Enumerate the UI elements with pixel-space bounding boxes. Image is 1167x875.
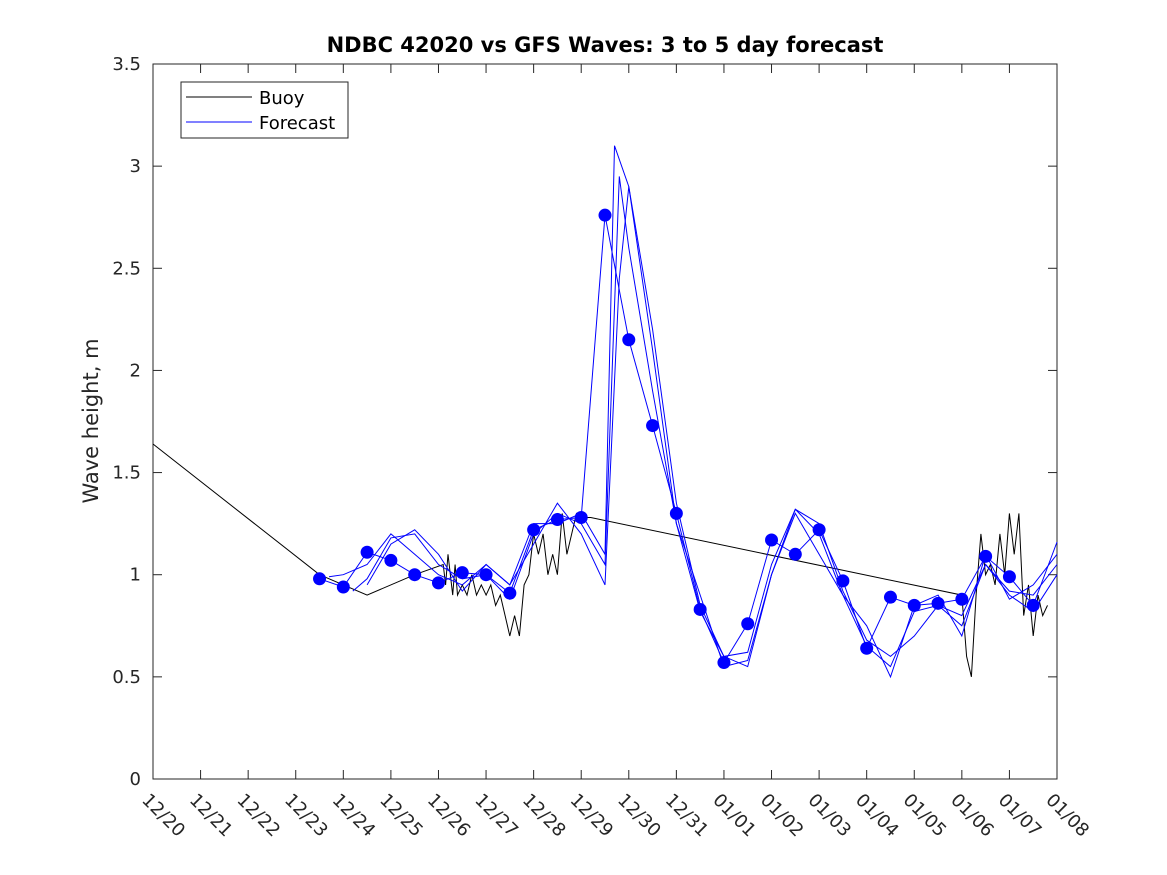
- forecast-point: [313, 572, 327, 586]
- y-tick-label: 1.5: [112, 463, 141, 484]
- forecast-point: [979, 549, 993, 563]
- y-axis-label: Wave height, m: [79, 338, 103, 503]
- chart-title: NDBC 42020 vs GFS Waves: 3 to 5 day fore…: [327, 33, 884, 57]
- forecast-point: [765, 533, 779, 547]
- markers-layer: [313, 208, 1040, 670]
- forecast-point: [693, 602, 707, 616]
- forecast-point: [550, 513, 564, 527]
- forecast-point: [717, 656, 731, 670]
- y-tick-label: 0.5: [112, 667, 141, 688]
- forecast-point: [741, 617, 755, 631]
- forecast-point: [431, 576, 445, 590]
- y-tick-label: 0: [130, 769, 141, 790]
- plot-area: [152, 63, 1058, 780]
- legend: Buoy Forecast: [180, 81, 349, 139]
- forecast-point: [669, 506, 683, 520]
- series-line-buoy: [152, 443, 1048, 678]
- forecast-point: [574, 511, 588, 525]
- series-line-forecast-2: [328, 145, 1058, 668]
- series-line-forecast-3: [352, 176, 1058, 679]
- legend-box: [180, 81, 349, 139]
- forecast-point: [598, 208, 612, 222]
- y-tick-label: 2.5: [112, 258, 141, 279]
- y-tick-label: 3.5: [112, 54, 141, 75]
- forecast-point: [788, 547, 802, 561]
- y-tick-label: 1: [130, 565, 141, 586]
- forecast-point: [527, 523, 541, 537]
- y-tick-label: 3: [130, 156, 141, 177]
- forecast-point: [479, 568, 493, 582]
- forecast-point: [860, 641, 874, 655]
- forecast-point: [883, 590, 897, 604]
- forecast-point: [955, 592, 969, 606]
- forecast-point: [455, 566, 469, 580]
- forecast-point: [646, 419, 660, 433]
- forecast-point: [907, 598, 921, 612]
- forecast-point: [1026, 598, 1040, 612]
- legend-forecast-label: Forecast: [259, 113, 335, 134]
- forecast-point: [408, 568, 422, 582]
- axis-ticks: [152, 63, 1058, 780]
- forecast-point: [360, 545, 374, 559]
- forecast-point: [836, 574, 850, 588]
- forecast-point: [1002, 570, 1016, 584]
- legend-buoy-label: Buoy: [259, 88, 305, 109]
- forecast-point: [812, 523, 826, 537]
- forecast-point: [931, 596, 945, 610]
- forecast-point: [503, 586, 517, 600]
- y-tick-label: 2: [130, 360, 141, 381]
- y-tick-labels: 0 0.5 1 1.5 2 2.5 3 3.5: [112, 54, 141, 790]
- forecast-point: [384, 553, 398, 567]
- forecast-point: [336, 580, 350, 594]
- forecast-point: [622, 333, 636, 347]
